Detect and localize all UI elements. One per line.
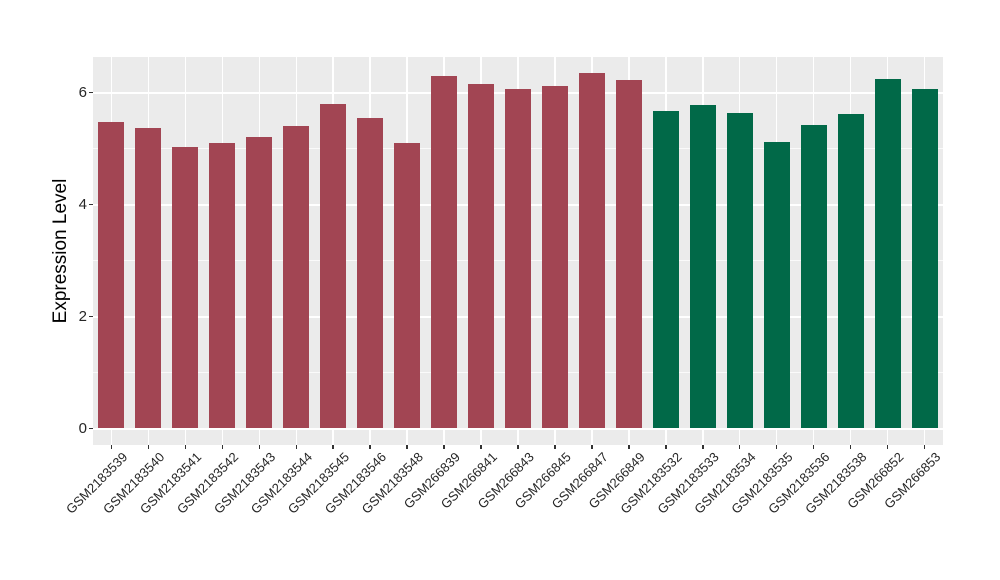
bar-GSM266852 <box>874 79 901 429</box>
bar-GSM2183534 <box>726 113 753 429</box>
bar-GSM2183532 <box>652 110 679 429</box>
bar-GSM2183539 <box>98 121 125 429</box>
y-tick-label-6: 6 <box>78 83 87 101</box>
x-tick-mark-GSM266841 <box>480 445 482 449</box>
x-tick-mark-GSM266843 <box>517 445 519 449</box>
x-tick-mark-GSM2183546 <box>369 445 371 449</box>
y-tick-mark-6 <box>89 91 93 94</box>
bar-GSM2183546 <box>357 118 384 429</box>
x-tick-mark-GSM266849 <box>628 445 630 449</box>
x-tick-mark-GSM2183544 <box>295 445 297 449</box>
bar-GSM266841 <box>468 83 495 429</box>
y-axis-title: Expression Level <box>50 178 71 324</box>
y-tick-mark-0 <box>89 427 93 430</box>
bar-GSM266845 <box>541 85 568 429</box>
bar-GSM2183545 <box>320 104 347 429</box>
x-tick-mark-GSM2183532 <box>665 445 667 449</box>
x-tick-mark-GSM266845 <box>554 445 556 449</box>
bar-GSM2183536 <box>800 124 827 429</box>
x-tick-mark-GSM2183548 <box>406 445 408 449</box>
bar-GSM2183543 <box>246 137 273 429</box>
x-tick-mark-GSM2183536 <box>812 445 815 449</box>
x-tick-mark-GSM2183538 <box>849 445 852 449</box>
bar-GSM266849 <box>615 80 642 429</box>
y-tick-label-2: 2 <box>78 307 87 325</box>
x-tick-mark-GSM2183543 <box>258 445 261 449</box>
x-tick-mark-GSM2183539 <box>110 445 113 449</box>
bar-GSM2183533 <box>689 104 716 429</box>
x-tick-mark-GSM266853 <box>923 445 926 449</box>
plot-panel <box>93 57 943 445</box>
bar-GSM2183542 <box>209 143 236 429</box>
x-tick-mark-GSM2183534 <box>738 445 741 449</box>
bar-GSM2183541 <box>172 146 199 429</box>
bar-GSM2183544 <box>283 125 310 429</box>
x-tick-mark-GSM266839 <box>443 445 445 449</box>
bar-GSM2183540 <box>135 127 162 429</box>
x-tick-mark-GSM2183533 <box>702 445 704 449</box>
x-tick-mark-GSM2183535 <box>775 445 778 449</box>
x-tick-mark-GSM2183541 <box>184 445 187 449</box>
x-tick-mark-GSM2183540 <box>147 445 150 449</box>
bar-GSM2183548 <box>394 142 421 429</box>
y-tick-mark-4 <box>89 203 93 206</box>
y-tick-label-4: 4 <box>78 195 87 213</box>
bar-GSM266843 <box>505 89 531 429</box>
bar-GSM266847 <box>578 73 605 429</box>
bar-GSM2183535 <box>763 141 790 429</box>
x-tick-mark-GSM2183545 <box>332 445 334 449</box>
x-tick-mark-GSM2183542 <box>221 445 224 449</box>
bar-GSM2183538 <box>837 114 864 429</box>
y-tick-label-0: 0 <box>78 419 87 437</box>
y-tick-mark-2 <box>89 315 93 318</box>
bar-GSM266839 <box>431 75 458 429</box>
x-tick-mark-GSM266847 <box>591 445 593 449</box>
bar-GSM266853 <box>911 88 938 429</box>
x-tick-mark-GSM266852 <box>886 445 889 449</box>
